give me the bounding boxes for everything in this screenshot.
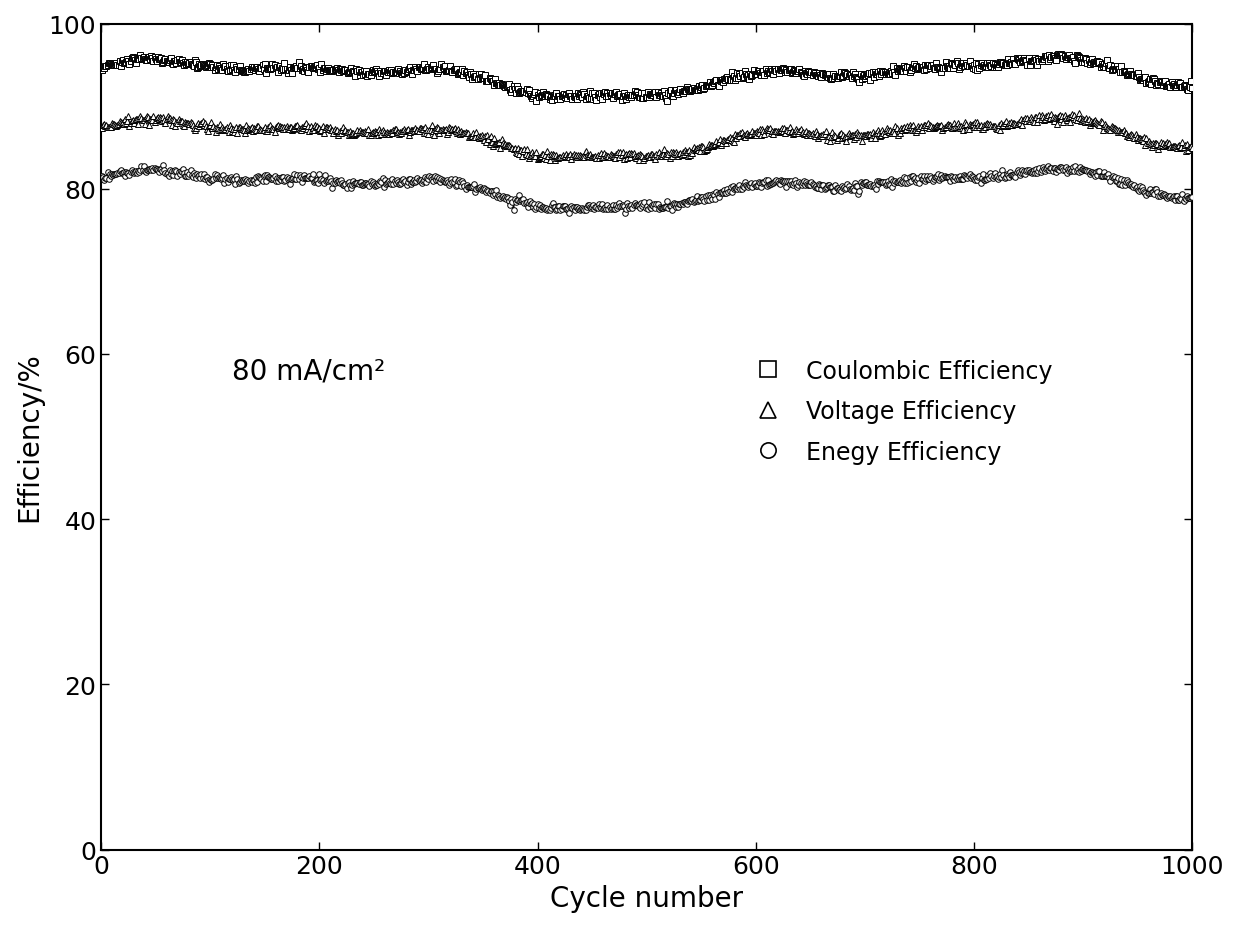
Legend: Coulombic Efficiency, Voltage Efficiency, Enegy Efficiency: Coulombic Efficiency, Voltage Efficiency… <box>735 349 1062 474</box>
Text: 80 mA/cm²: 80 mA/cm² <box>232 357 385 385</box>
X-axis label: Cycle number: Cycle number <box>550 884 743 912</box>
Y-axis label: Efficiency/%: Efficiency/% <box>15 352 43 522</box>
